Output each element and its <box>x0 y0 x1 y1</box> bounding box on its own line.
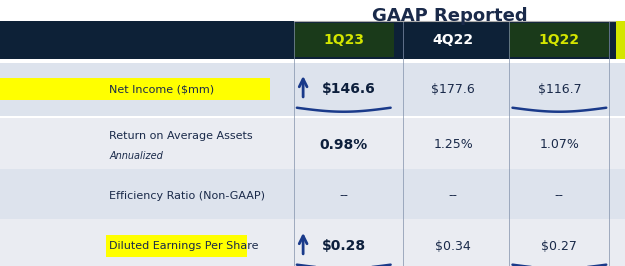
FancyBboxPatch shape <box>509 23 609 57</box>
Text: $0.34: $0.34 <box>435 240 471 252</box>
Text: Diluted Earnings Per Share: Diluted Earnings Per Share <box>109 241 259 251</box>
Text: 1Q23: 1Q23 <box>323 33 364 47</box>
Text: $177.6: $177.6 <box>431 83 475 95</box>
Text: $0.27: $0.27 <box>541 240 578 252</box>
Text: $146.6: $146.6 <box>322 82 376 96</box>
Text: $116.7: $116.7 <box>538 83 581 95</box>
Text: GAAP Reported: GAAP Reported <box>372 7 528 25</box>
Text: 0.98%: 0.98% <box>319 138 368 152</box>
Text: --: -- <box>339 189 348 202</box>
FancyBboxPatch shape <box>0 118 625 172</box>
Text: $0.28: $0.28 <box>322 239 366 253</box>
Text: 1.25%: 1.25% <box>433 139 473 151</box>
Text: 4Q22: 4Q22 <box>432 33 474 47</box>
Text: 1Q22: 1Q22 <box>539 33 580 47</box>
Text: Annualized: Annualized <box>109 151 163 161</box>
Text: Net Income ($mm): Net Income ($mm) <box>109 84 214 94</box>
Text: --: -- <box>555 189 564 202</box>
FancyBboxPatch shape <box>294 23 394 57</box>
FancyBboxPatch shape <box>0 169 625 222</box>
FancyBboxPatch shape <box>0 78 270 100</box>
Text: --: -- <box>449 189 458 202</box>
FancyBboxPatch shape <box>616 21 625 59</box>
FancyBboxPatch shape <box>0 63 625 116</box>
Text: Return on Average Assets: Return on Average Assets <box>109 131 253 142</box>
FancyBboxPatch shape <box>106 235 247 257</box>
FancyBboxPatch shape <box>403 23 503 57</box>
Text: Efficiency Ratio (Non-GAAP): Efficiency Ratio (Non-GAAP) <box>109 190 266 201</box>
FancyBboxPatch shape <box>0 219 625 266</box>
Text: 1.07%: 1.07% <box>539 139 579 151</box>
FancyBboxPatch shape <box>0 21 625 59</box>
